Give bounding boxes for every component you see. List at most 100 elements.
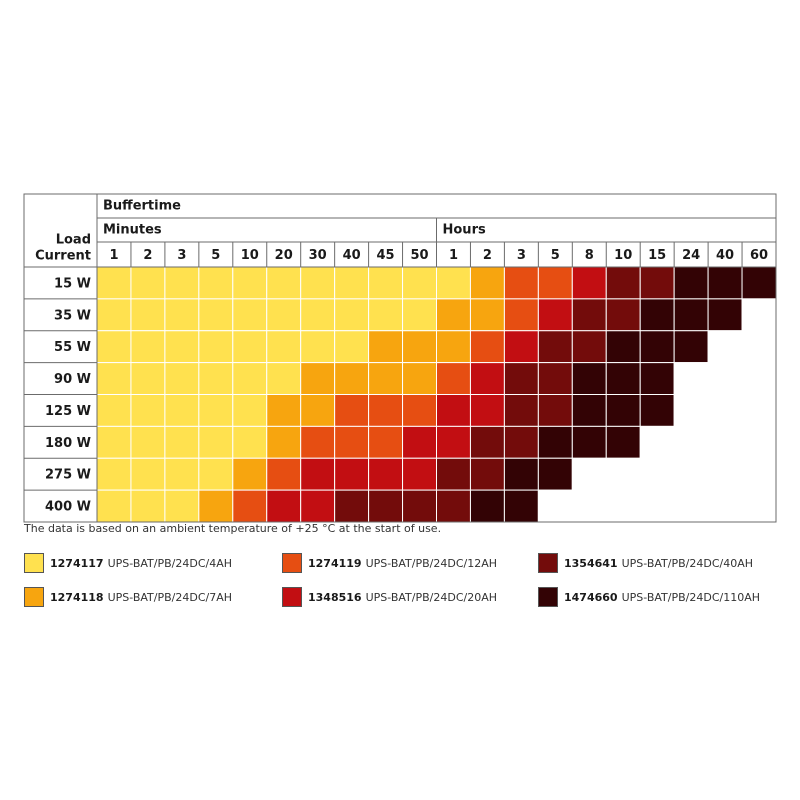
heatmap-cell — [334, 425, 370, 459]
heatmap-cell — [605, 266, 641, 300]
heatmap-cell — [571, 425, 607, 459]
column-label: 30 — [309, 248, 327, 263]
heatmap-cell — [741, 330, 777, 364]
heatmap-cell — [96, 425, 132, 459]
heatmap-cell — [300, 457, 336, 491]
heatmap-cell — [469, 489, 505, 523]
header-minutes: Minutes — [103, 223, 162, 238]
row-label: 15 W — [54, 276, 91, 291]
heatmap-cell — [639, 298, 675, 332]
heatmap-cell — [164, 425, 200, 459]
heatmap-cell — [605, 330, 641, 364]
heatmap-cell — [571, 266, 607, 300]
table-frame — [23, 193, 777, 523]
heatmap-cell — [469, 330, 505, 364]
heatmap-cell — [741, 362, 777, 395]
heatmap-cell — [96, 330, 132, 364]
heatmap-cell — [266, 489, 302, 523]
heatmap-cell — [402, 266, 437, 300]
row-label: 275 W — [45, 468, 91, 483]
heatmap-cell — [130, 298, 166, 332]
heatmap-cell — [605, 489, 641, 523]
heatmap-cell — [368, 425, 404, 459]
heatmap-cell — [673, 298, 709, 332]
heatmap-cell — [402, 425, 437, 459]
heatmap-cell — [300, 425, 336, 459]
heatmap-cell — [741, 298, 777, 332]
heatmap-cell — [673, 489, 709, 523]
heatmap-cell — [334, 298, 370, 332]
row-label: 90 W — [54, 372, 91, 387]
heatmap-cell — [639, 489, 675, 523]
heatmap-cell — [537, 362, 573, 395]
heatmap-cell — [198, 330, 234, 364]
header-current: Current — [35, 249, 91, 264]
heatmap-cell — [130, 457, 166, 491]
heatmap-cell — [368, 489, 404, 523]
heatmap-cell — [368, 362, 404, 395]
heatmap-cell — [673, 425, 709, 459]
heatmap-cell — [164, 489, 200, 523]
column-label: 3 — [517, 248, 526, 263]
heatmap-cell — [402, 362, 437, 395]
heatmap-cell — [232, 457, 268, 491]
heatmap-cell — [436, 266, 471, 300]
heatmap-cell — [673, 457, 709, 491]
heatmap-cell — [300, 330, 336, 364]
heatmap-cell — [707, 457, 743, 491]
heatmap-cell — [503, 425, 539, 459]
heatmap-cell — [436, 457, 471, 491]
heatmap-cell — [537, 394, 573, 427]
row-label: 55 W — [54, 340, 91, 355]
column-label: 2 — [143, 248, 152, 263]
header-load: Load — [56, 233, 91, 248]
heatmap-cell — [605, 425, 641, 459]
heatmap-cell — [639, 394, 675, 427]
header-buffertime: Buffertime — [103, 199, 181, 214]
column-label: 1 — [109, 248, 118, 263]
heatmap-cell — [402, 394, 437, 427]
heatmap-cell — [266, 298, 302, 332]
column-label: 20 — [275, 248, 293, 263]
heatmap-cell — [503, 298, 539, 332]
row-label: 35 W — [54, 308, 91, 323]
temperature-note: The data is based on an ambient temperat… — [24, 522, 442, 535]
column-label: 40 — [343, 248, 361, 263]
heatmap-cell — [130, 266, 166, 300]
heatmap-cell — [300, 489, 336, 523]
heatmap-cell — [503, 457, 539, 491]
heatmap-cell — [639, 362, 675, 395]
heatmap-cell — [639, 457, 675, 491]
heatmap-cell — [334, 362, 370, 395]
column-label: 5 — [551, 248, 560, 263]
heatmap-cell — [96, 298, 132, 332]
heatmap-cell — [368, 330, 404, 364]
heatmap-cell — [639, 425, 675, 459]
column-label: 3 — [177, 248, 186, 263]
row-label: 180 W — [45, 436, 91, 451]
heatmap-cell — [164, 266, 200, 300]
heatmap-cell — [707, 425, 743, 459]
heatmap-cell — [198, 394, 234, 427]
heatmap-cell — [300, 394, 336, 427]
header-hours: Hours — [443, 223, 486, 238]
heatmap-cell — [469, 298, 505, 332]
heatmap-cell — [741, 489, 777, 523]
heatmap-cell — [673, 330, 709, 364]
heatmap-cell — [741, 457, 777, 491]
heatmap-cell — [537, 489, 573, 523]
heatmap-cell — [164, 362, 200, 395]
heatmap-cell — [198, 457, 234, 491]
heatmap-cell — [571, 298, 607, 332]
heatmap-cell — [537, 330, 573, 364]
heatmap-cell — [673, 362, 709, 395]
column-label: 15 — [648, 248, 666, 263]
heatmap-cell — [300, 362, 336, 395]
heatmap-cell — [334, 394, 370, 427]
column-label: 5 — [211, 248, 220, 263]
heatmap-cell — [741, 394, 777, 427]
heatmap-cell — [334, 457, 370, 491]
column-label: 10 — [614, 248, 632, 263]
heatmap-cell — [605, 362, 641, 395]
